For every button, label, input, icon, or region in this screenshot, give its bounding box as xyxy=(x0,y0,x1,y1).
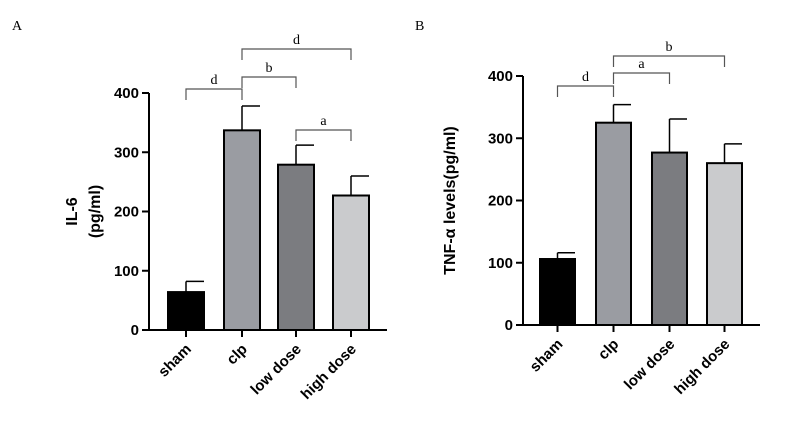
x-tick-label: sham xyxy=(527,336,567,376)
bar-high-dose xyxy=(706,162,743,326)
y-tick-label: 200 xyxy=(114,204,139,221)
bar-sham xyxy=(539,258,576,327)
y-tick-label: 300 xyxy=(114,144,139,161)
bar-sham xyxy=(167,291,205,331)
significance-label: d xyxy=(582,70,589,85)
significance-label: a xyxy=(320,114,327,129)
significance-label: b xyxy=(266,61,273,76)
x-tick-label: high dose xyxy=(298,341,360,403)
y-axis-label: TNF-α levels(pg/ml) xyxy=(442,126,459,275)
panel-b: B TNF-α levels(pg/ml) 0 100 200 300 400 sham clp… xyxy=(415,19,760,398)
bar-high-dose xyxy=(332,194,370,331)
x-tick-label: low dose xyxy=(247,341,304,398)
x-tick-label: sham xyxy=(155,341,195,381)
y-tick-label: 100 xyxy=(488,255,513,272)
x-tick-label: clp xyxy=(223,341,250,368)
x-tick-label: clp xyxy=(595,336,622,363)
x-tick-label: low dose xyxy=(621,336,678,393)
significance-label: d xyxy=(211,73,218,88)
y-axis-label: (pg/ml) xyxy=(87,185,104,238)
significance-bracket xyxy=(556,85,615,97)
bar-low-dose xyxy=(651,151,688,326)
significance-bracket xyxy=(185,88,243,100)
bar-clp xyxy=(595,121,632,326)
y-axis-label: IL-6 xyxy=(64,197,81,226)
y-tick-label: 400 xyxy=(114,85,139,102)
significance-bracket xyxy=(241,48,352,60)
significance-bracket xyxy=(295,129,352,141)
bar-low-dose xyxy=(277,163,315,331)
y-tick-label: 100 xyxy=(114,263,139,280)
y-tick-label: 400 xyxy=(488,68,513,85)
y-tick-label: 200 xyxy=(488,193,513,210)
bar-clp xyxy=(223,129,261,331)
significance-bracket xyxy=(612,72,671,84)
panel-label: B xyxy=(415,19,424,34)
significance-label: d xyxy=(293,33,300,48)
x-tick-label: high dose xyxy=(671,336,733,398)
significance-label: b xyxy=(666,40,673,55)
significance-bracket xyxy=(241,76,297,88)
y-tick-label: 0 xyxy=(131,322,139,339)
y-tick-label: 300 xyxy=(488,130,513,147)
y-tick-label: 0 xyxy=(505,317,513,334)
significance-bracket xyxy=(612,55,726,67)
significance-label: a xyxy=(638,57,645,72)
panel-label: A xyxy=(12,19,23,34)
